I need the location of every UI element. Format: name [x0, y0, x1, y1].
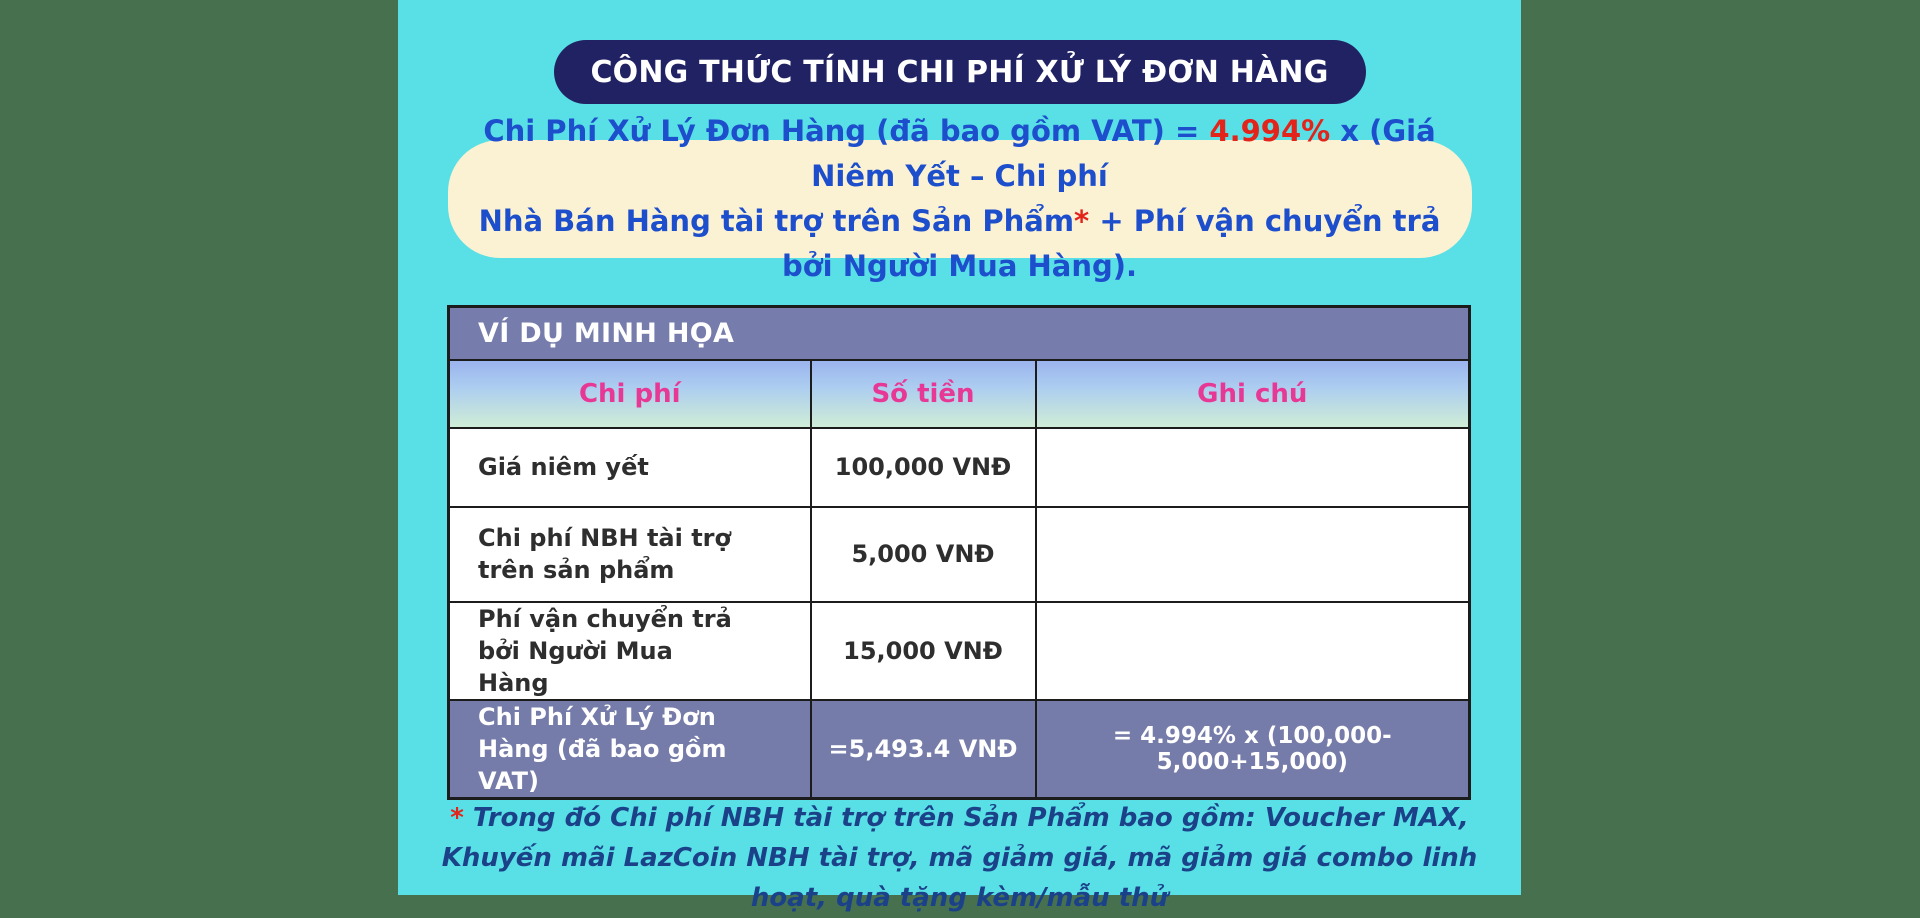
row-label: Giá niêm yết: [447, 426, 812, 508]
column-header-row: Chi phí Số tiền Ghi chú: [447, 358, 1471, 429]
table-row: Phí vận chuyển trả bởi Người Mua Hàng 15…: [447, 600, 1471, 701]
formula-segment-2: x (Giá Niêm Yết – Chi phí: [811, 114, 1436, 193]
row-label: Chi phí NBH tài trợ trên sản phẩm: [447, 505, 812, 603]
infographic-card: CÔNG THỨC TÍNH CHI PHÍ XỬ LÝ ĐƠN HÀNG Ch…: [398, 0, 1521, 913]
total-row-note: = 4.994% x (100,000-5,000+15,000): [1034, 698, 1471, 799]
example-table: VÍ DỤ MINH HỌA Chi phí Số tiền Ghi chú G…: [447, 305, 1472, 800]
table-title: VÍ DỤ MINH HỌA: [447, 305, 1471, 361]
table-title-row: VÍ DỤ MINH HỌA: [447, 305, 1471, 361]
formula-asterisk: *: [1074, 204, 1090, 238]
formula-segment-3: Nhà Bán Hàng tài trợ trên Sản Phẩm: [478, 204, 1075, 238]
row-amount: 5,000 VNĐ: [809, 505, 1037, 603]
column-header-note: Ghi chú: [1034, 358, 1471, 429]
column-header-cost: Chi phí: [447, 358, 812, 429]
title-banner: CÔNG THỨC TÍNH CHI PHÍ XỬ LÝ ĐƠN HÀNG: [553, 40, 1366, 104]
formula-segment-4: + Phí vận chuyển trả bởi Người Mua Hàng)…: [781, 204, 1441, 283]
formula-text: Chi Phí Xử Lý Đơn Hàng (đã bao gồm VAT) …: [448, 109, 1472, 289]
table-total-row: Chi Phí Xử Lý Đơn Hàng (đã bao gồm VAT) …: [447, 698, 1471, 799]
total-row-amount: =5,493.4 VNĐ: [809, 698, 1037, 799]
row-amount: 15,000 VNĐ: [809, 600, 1037, 701]
footnote-asterisk: *: [450, 803, 464, 833]
page-title: CÔNG THỨC TÍNH CHI PHÍ XỬ LÝ ĐƠN HÀNG: [590, 54, 1329, 90]
row-amount: 100,000 VNĐ: [809, 426, 1037, 508]
page-background: { "banner": { "title": "CÔNG THỨC TÍNH C…: [398, 0, 1521, 913]
row-note: [1034, 426, 1471, 508]
table-row: Chi phí NBH tài trợ trên sản phẩm 5,000 …: [447, 505, 1471, 603]
row-note: [1034, 505, 1471, 603]
footnote-text: Trong đó Chi phí NBH tài trợ trên Sản Ph…: [441, 803, 1478, 913]
formula-box: Chi Phí Xử Lý Đơn Hàng (đã bao gồm VAT) …: [447, 114, 1472, 283]
footnote: * Trong đó Chi phí NBH tài trợ trên Sản …: [401, 798, 1519, 918]
total-row-label: Chi Phí Xử Lý Đơn Hàng (đã bao gồm VAT): [447, 698, 812, 799]
table-row: Giá niêm yết 100,000 VNĐ: [447, 426, 1471, 508]
row-label: Phí vận chuyển trả bởi Người Mua Hàng: [447, 600, 812, 701]
formula-segment-1: Chi Phí Xử Lý Đơn Hàng (đã bao gồm VAT) …: [483, 114, 1210, 148]
column-header-amount: Số tiền: [809, 358, 1037, 429]
row-note: [1034, 600, 1471, 701]
formula-rate: 4.994%: [1209, 114, 1331, 148]
